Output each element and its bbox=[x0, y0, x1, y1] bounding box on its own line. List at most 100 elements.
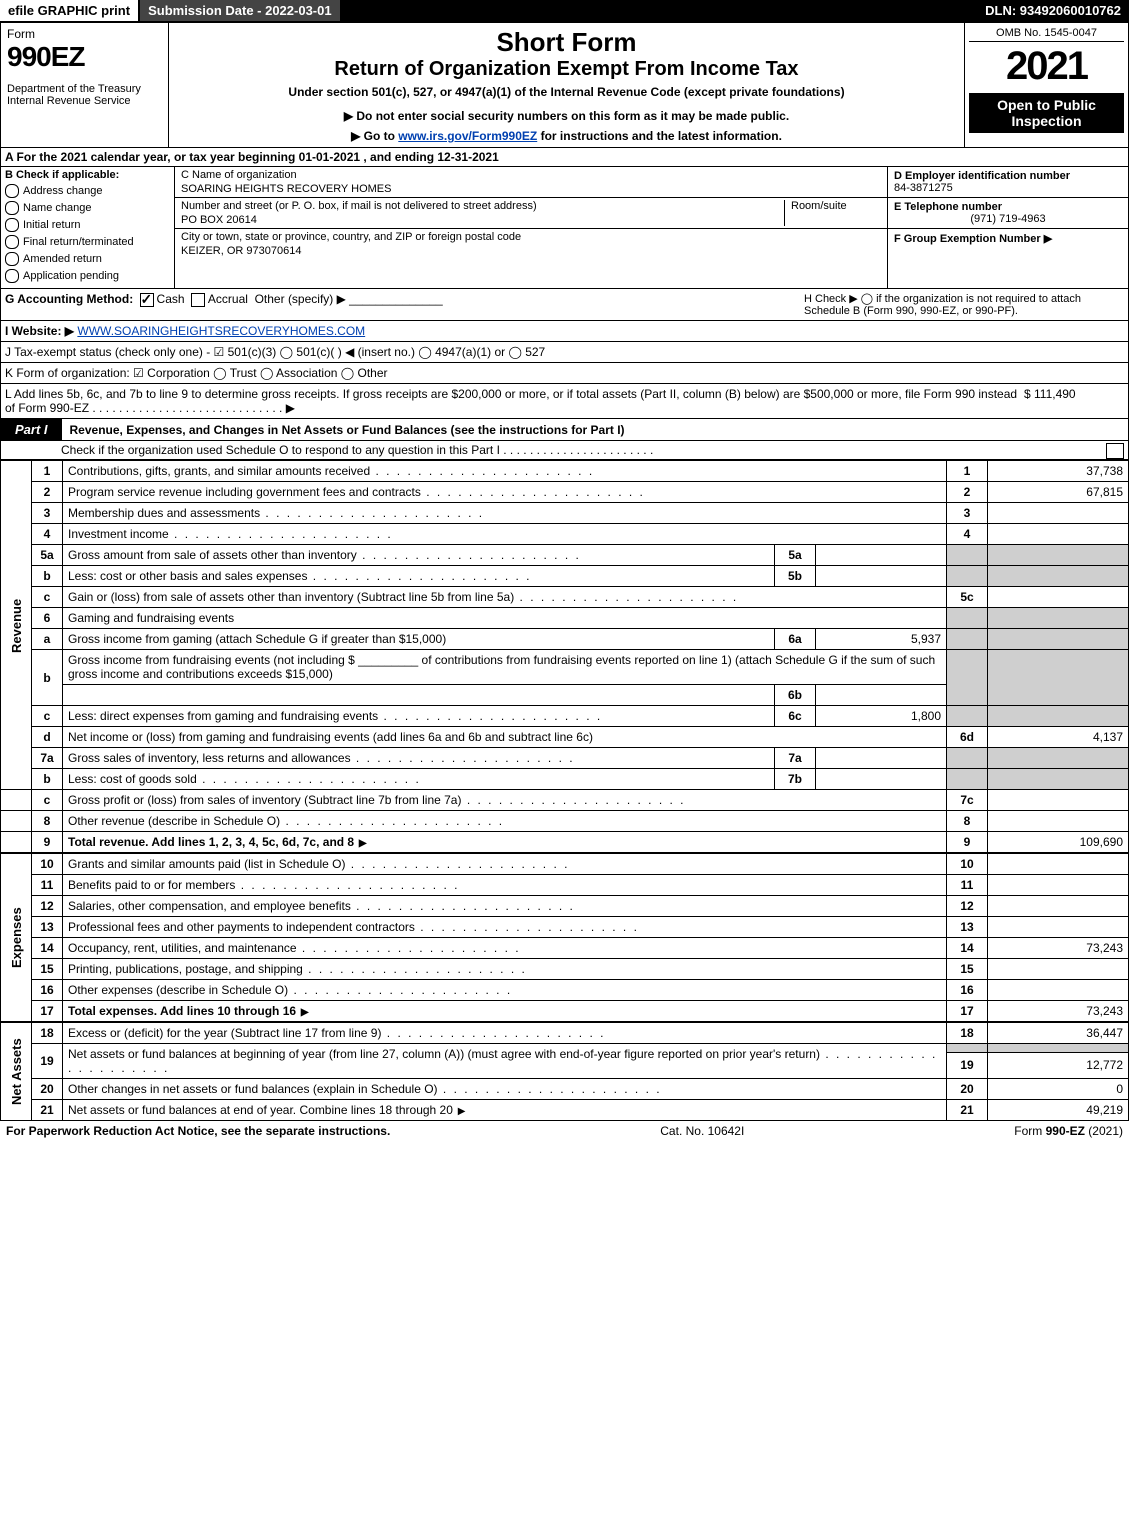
part-i-checkbox[interactable] bbox=[1106, 443, 1124, 459]
line-amount: 73,243 bbox=[988, 938, 1129, 959]
under-section: Under section 501(c), 527, or 4947(a)(1)… bbox=[175, 85, 958, 99]
rownum: d bbox=[32, 727, 63, 748]
table-row: 21 Net assets or fund balances at end of… bbox=[1, 1100, 1129, 1121]
rownum: 6 bbox=[32, 608, 63, 629]
table-row: c Less: direct expenses from gaming and … bbox=[1, 706, 1129, 727]
line-rnum: 6d bbox=[947, 727, 988, 748]
form-number: 990EZ bbox=[7, 41, 162, 73]
grey-cell bbox=[947, 545, 988, 566]
grey-cell bbox=[988, 629, 1129, 650]
expenses-sidebar: Expenses bbox=[1, 854, 32, 1022]
mid-label: 5a bbox=[775, 545, 816, 566]
header-left: Form 990EZ Department of the Treasury In… bbox=[1, 23, 169, 147]
city-label: City or town, state or province, country… bbox=[181, 231, 521, 243]
g-accrual: Accrual bbox=[208, 292, 248, 306]
street-label: Number and street (or P. O. box, if mail… bbox=[181, 200, 537, 212]
part-i-header: Part I Revenue, Expenses, and Changes in… bbox=[0, 419, 1129, 441]
mid-label: 7b bbox=[775, 769, 816, 790]
line-rnum: 12 bbox=[947, 896, 988, 917]
chk-label: Initial return bbox=[23, 219, 80, 231]
chk-label: Address change bbox=[23, 185, 103, 197]
row-j: J Tax-exempt status (check only one) - ☑… bbox=[0, 342, 1129, 363]
chk-application-pending[interactable]: Application pending bbox=[5, 269, 170, 283]
line-amount bbox=[988, 503, 1129, 524]
short-form-title: Short Form bbox=[175, 27, 958, 58]
g-label: G Accounting Method: bbox=[5, 292, 133, 306]
efile-print[interactable]: efile GRAPHIC print bbox=[0, 0, 140, 21]
table-row: 4 Investment income 4 bbox=[1, 524, 1129, 545]
row-h: H Check ▶ ◯ if the organization is not r… bbox=[804, 292, 1124, 317]
grey-cell bbox=[988, 706, 1129, 727]
org-name-label: C Name of organization bbox=[181, 169, 297, 181]
line-desc: Salaries, other compensation, and employ… bbox=[63, 896, 947, 917]
rownum: 18 bbox=[32, 1023, 63, 1044]
table-row: 5a Gross amount from sale of assets othe… bbox=[1, 545, 1129, 566]
goto-line: ▶ Go to www.irs.gov/Form990EZ for instru… bbox=[175, 129, 958, 143]
line-desc: Other revenue (describe in Schedule O) bbox=[63, 811, 947, 832]
line-desc: Net assets or fund balances at end of ye… bbox=[63, 1100, 947, 1121]
line-desc: Less: cost or other basis and sales expe… bbox=[63, 566, 775, 587]
rownum: 10 bbox=[32, 854, 63, 875]
rownum: 5a bbox=[32, 545, 63, 566]
line-rnum: 7c bbox=[947, 790, 988, 811]
line-rnum: 8 bbox=[947, 811, 988, 832]
grey-cell bbox=[988, 650, 1129, 706]
line-amount bbox=[988, 896, 1129, 917]
website-link[interactable]: WWW.SOARINGHEIGHTSRECOVERYHOMES.COM bbox=[77, 324, 365, 338]
table-row: 6 Gaming and fundraising events bbox=[1, 608, 1129, 629]
table-row: b Gross income from fundraising events (… bbox=[1, 650, 1129, 685]
chk-address-change[interactable]: Address change bbox=[5, 184, 170, 198]
chk-accrual[interactable] bbox=[191, 293, 205, 307]
table-row: c Gross profit or (loss) from sales of i… bbox=[1, 790, 1129, 811]
blank-side bbox=[1, 811, 32, 832]
chk-final-return[interactable]: Final return/terminated bbox=[5, 235, 170, 249]
chk-label: Name change bbox=[23, 202, 92, 214]
ein-label: D Employer identification number bbox=[894, 170, 1122, 182]
row-l: L Add lines 5b, 6c, and 7b to line 9 to … bbox=[0, 384, 1129, 419]
i-label: I Website: ▶ bbox=[5, 324, 74, 338]
line-desc: Other changes in net assets or fund bala… bbox=[63, 1079, 947, 1100]
line-rnum: 2 bbox=[947, 482, 988, 503]
table-row: 19 Net assets or fund balances at beginn… bbox=[1, 1044, 1129, 1053]
line-amount: 67,815 bbox=[988, 482, 1129, 503]
irs-link[interactable]: www.irs.gov/Form990EZ bbox=[398, 129, 537, 143]
grey-cell bbox=[947, 650, 988, 706]
chk-amended-return[interactable]: Amended return bbox=[5, 252, 170, 266]
line-desc: Membership dues and assessments bbox=[63, 503, 947, 524]
dln: DLN: 93492060010762 bbox=[977, 0, 1129, 21]
rownum: 20 bbox=[32, 1079, 63, 1100]
grey-cell bbox=[947, 748, 988, 769]
line-desc: Excess or (deficit) for the year (Subtra… bbox=[63, 1023, 947, 1044]
part-i-tab: Part I bbox=[1, 419, 62, 440]
grey-cell bbox=[988, 608, 1129, 629]
mid-label: 6b bbox=[775, 685, 816, 706]
row-k: K Form of organization: ☑ Corporation ◯ … bbox=[0, 363, 1129, 384]
submission-date: Submission Date - 2022-03-01 bbox=[140, 0, 342, 21]
chk-cash[interactable] bbox=[140, 293, 154, 307]
org-info-block: B Check if applicable: Address change Na… bbox=[0, 167, 1129, 289]
netassets-sidebar: Net Assets bbox=[1, 1023, 32, 1121]
chk-name-change[interactable]: Name change bbox=[5, 201, 170, 215]
grey-cell bbox=[988, 748, 1129, 769]
grey-cell bbox=[947, 1044, 988, 1053]
group-exemption-row: F Group Exemption Number ▶ bbox=[888, 229, 1128, 248]
line-desc: Total expenses. Add lines 10 through 16 bbox=[63, 1001, 947, 1022]
mid-value: 1,800 bbox=[816, 706, 947, 727]
line-desc: Gross amount from sale of assets other t… bbox=[63, 545, 775, 566]
footer-right: Form 990-EZ (2021) bbox=[1014, 1124, 1123, 1138]
table-row: 8 Other revenue (describe in Schedule O)… bbox=[1, 811, 1129, 832]
rownum: 9 bbox=[32, 832, 63, 853]
footer-left: For Paperwork Reduction Act Notice, see … bbox=[6, 1124, 390, 1138]
table-row: b Less: cost or other basis and sales ex… bbox=[1, 566, 1129, 587]
col-def: D Employer identification number 84-3871… bbox=[888, 167, 1128, 288]
chk-initial-return[interactable]: Initial return bbox=[5, 218, 170, 232]
rownum: 13 bbox=[32, 917, 63, 938]
line-desc: Gross profit or (loss) from sales of inv… bbox=[63, 790, 947, 811]
line-amount bbox=[988, 980, 1129, 1001]
line-rnum: 10 bbox=[947, 854, 988, 875]
phone-value: (971) 719-4963 bbox=[894, 213, 1122, 225]
top-bar-left: efile GRAPHIC print Submission Date - 20… bbox=[0, 0, 342, 21]
rownum: b bbox=[32, 650, 63, 706]
table-row: d Net income or (loss) from gaming and f… bbox=[1, 727, 1129, 748]
line-desc: Gross income from gaming (attach Schedul… bbox=[63, 629, 775, 650]
